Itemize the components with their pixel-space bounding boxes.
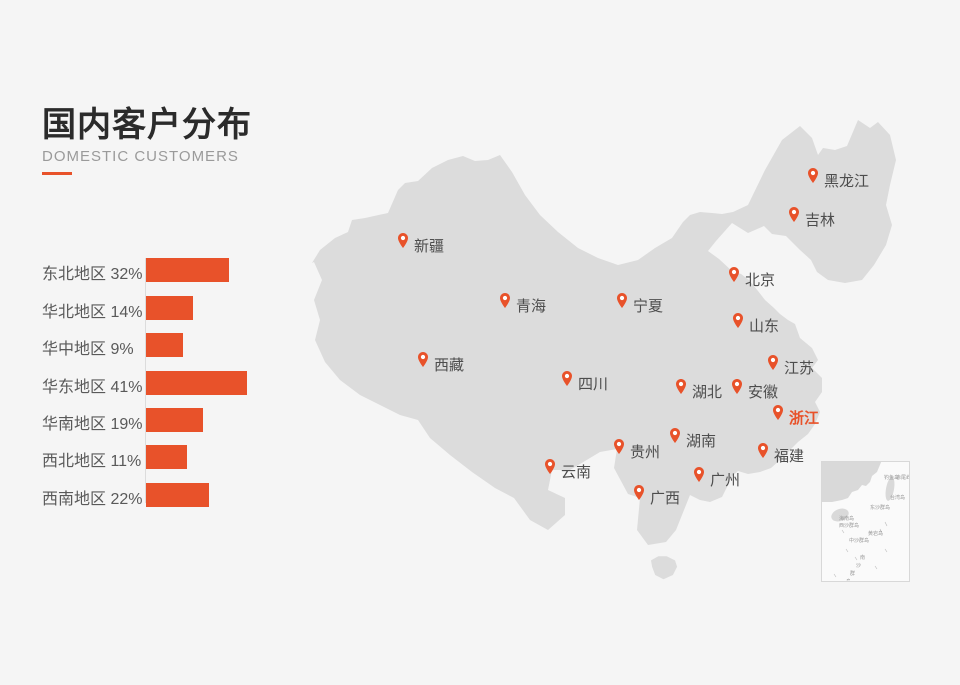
svg-text:黄岩岛: 黄岩岛 [868, 530, 883, 537]
svg-text:西沙群岛: 西沙群岛 [839, 522, 859, 529]
svg-text:赤尾屿: 赤尾屿 [896, 474, 909, 481]
svg-text:岛: 岛 [846, 578, 851, 581]
svg-text:中沙群岛: 中沙群岛 [849, 537, 869, 544]
svg-text:群: 群 [850, 570, 855, 577]
svg-text:台湾岛: 台湾岛 [890, 494, 905, 501]
svg-text:南: 南 [860, 554, 865, 561]
svg-text:东沙群岛: 东沙群岛 [870, 504, 890, 511]
svg-text:沙: 沙 [856, 563, 861, 569]
svg-text:海南岛: 海南岛 [839, 515, 854, 522]
